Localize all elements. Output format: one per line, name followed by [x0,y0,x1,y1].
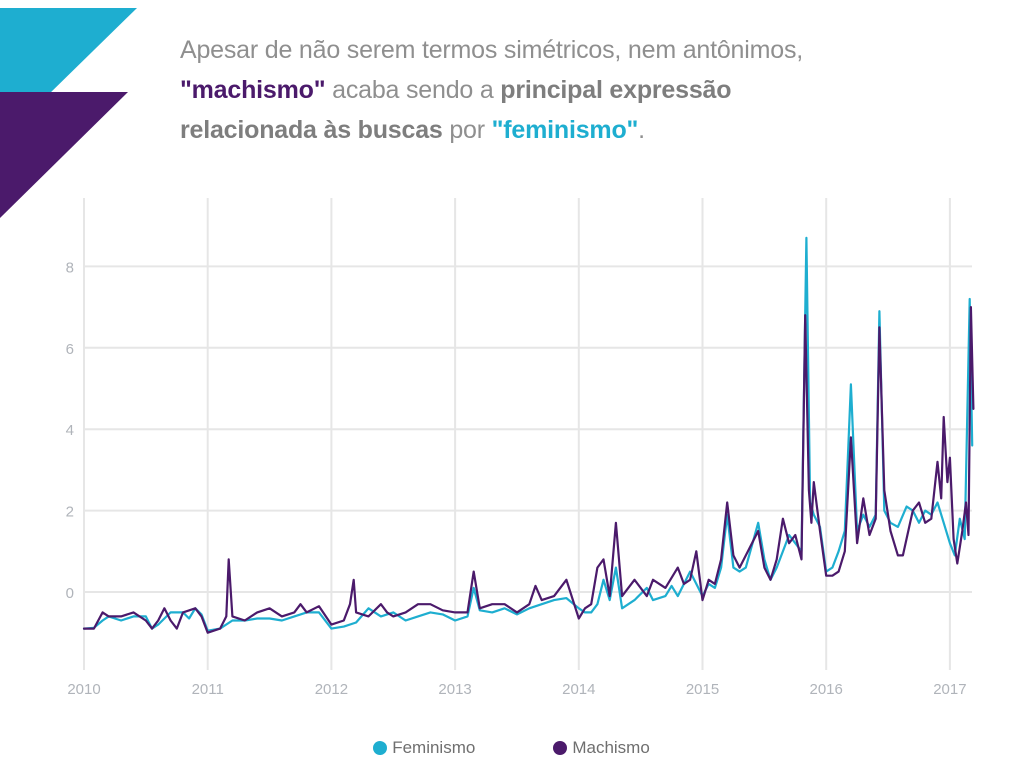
headline-relacionada: relacionada às buscas [180,116,443,144]
tick-labels: 2010 2011 2012 2013 2014 2015 2016 2017 0 2 4 6 8 [66,259,967,698]
deco-purple-triangle [0,92,128,218]
y-tick-label: 4 [66,422,74,439]
x-tick-label: 2014 [562,681,595,698]
y-tick-label: 0 [66,585,74,602]
x-tick-label: 2011 [192,681,224,698]
legend-label-machismo: Machismo [572,738,650,757]
headline-line-3: relacionada às buscas por "feminismo". [180,110,900,150]
headline: Apesar de não serem termos simétricos, n… [180,30,900,150]
legend-item-machismo: Machismo [553,738,650,758]
headline-line-2: "machismo" acaba sendo a principal expre… [180,70,900,110]
y-tick-label: 8 [66,259,74,276]
y-tick-label: 2 [66,504,74,521]
headline-line-1: Apesar de não serem termos simétricos, n… [180,30,900,70]
grid [83,198,972,670]
legend: Feminismo Machismo [0,738,1023,758]
x-tick-label: 2010 [67,681,100,698]
x-tick-label: 2015 [686,681,719,698]
x-tick-label: 2017 [933,681,966,698]
series [82,236,975,634]
line-chart: 2010 2011 2012 2013 2014 2015 2016 2017 0 2 4 6 8 [66,198,975,698]
headline-machismo-term: "machismo" [180,76,326,104]
series-line-feminismo [82,236,974,632]
corner-decoration [0,8,137,218]
legend-item-feminismo: Feminismo [373,738,475,758]
legend-dot-machismo [553,741,568,755]
headline-period: . [638,116,645,144]
x-tick-label: 2013 [438,681,471,698]
headline-line2-text: acaba sendo a [325,76,501,104]
legend-dot-feminismo [373,741,388,755]
series-line-machismo [82,306,975,634]
y-tick-label: 6 [66,341,74,358]
headline-principal-expressao: principal expressão [500,76,732,104]
headline-feminismo-term: "feminismo" [491,116,639,144]
x-tick-label: 2012 [315,681,348,698]
headline-line1-text: Apesar de não serem termos simétricos, n… [180,36,803,64]
x-tick-label: 2016 [810,681,843,698]
legend-label-feminismo: Feminismo [392,738,476,757]
headline-line3-text: por [442,116,492,144]
